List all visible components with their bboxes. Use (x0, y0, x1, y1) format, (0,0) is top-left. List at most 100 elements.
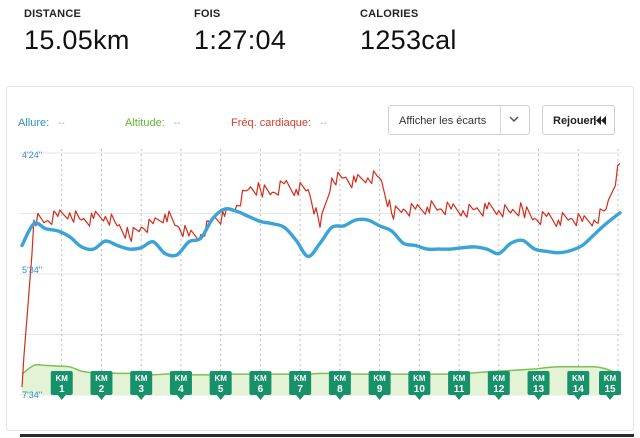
y-tick-label: 7'34'' (22, 390, 43, 400)
km-marker-pointer (375, 395, 384, 400)
legend-heart-rate-label: Fréq. cardiaque: (231, 117, 312, 129)
km-marker-badge (599, 371, 621, 395)
legend-altitude[interactable]: Altitude: -- (125, 117, 180, 129)
legend-altitude-value: -- (173, 118, 181, 129)
km-marker-number: 10 (414, 384, 426, 395)
legend-heart-rate-value: -- (320, 118, 327, 129)
legend-pace-value: -- (58, 118, 65, 129)
km-marker-prefix: KM (254, 374, 267, 383)
km-marker-number: 11 (454, 384, 465, 395)
run-chart[interactable]: KM1KM2KM3KM4KM5KM6KM7KM8KM9KM10KM11KM12K… (20, 149, 622, 405)
replay-button[interactable]: Rejouer (542, 105, 615, 135)
km-marker[interactable]: KM9 (368, 371, 391, 400)
km-marker-pointer (574, 395, 583, 400)
km-marker[interactable]: KM5 (209, 371, 232, 400)
km-marker[interactable]: KM8 (328, 371, 351, 400)
legend-pace-label: Allure: (18, 117, 50, 129)
km-marker-pointer (494, 395, 503, 400)
stat-distance-label: DISTANCE (24, 8, 82, 20)
km-marker-number: 3 (138, 384, 144, 395)
km-marker-badge (328, 371, 351, 395)
km-marker-prefix: KM (572, 374, 585, 383)
km-marker-prefix: KM (214, 374, 227, 383)
stat-time-label: FOIS (194, 8, 221, 20)
run-summary: DISTANCE 15.05km FOIS 1:27:04 CALORIES 1… (0, 0, 640, 64)
km-marker[interactable]: KM3 (130, 371, 153, 400)
km-marker-number: 6 (258, 384, 264, 395)
legend-heart-rate[interactable]: Fréq. cardiaque: -- (231, 117, 327, 129)
legend-altitude-label: Altitude: (125, 117, 165, 129)
km-marker-badge (567, 371, 590, 395)
km-marker-badge (408, 371, 431, 395)
y-tick-label: 4'24'' (22, 150, 43, 160)
km-marker[interactable]: KM1 (50, 371, 73, 400)
km-marker-prefix: KM (294, 374, 307, 383)
stat-time-value: 1:27:04 (194, 25, 287, 55)
km-marker-number: 14 (573, 384, 585, 395)
show-splits-select[interactable]: Afficher les écarts (388, 105, 530, 135)
legend-pace[interactable]: Allure: -- (18, 117, 65, 129)
pace-line (20, 207, 622, 259)
km-marker-prefix: KM (493, 374, 506, 383)
km-marker-badge (130, 371, 153, 395)
km-marker-prefix: KM (56, 374, 69, 383)
heart-rate-line (21, 162, 621, 388)
stat-distance: DISTANCE 15.05km (24, 8, 130, 56)
km-marker-prefix: KM (334, 374, 347, 383)
km-marker-badge (487, 371, 510, 395)
stat-distance-value: 15.05km (24, 25, 130, 55)
km-marker-number: 5 (218, 384, 224, 395)
km-marker-badge (527, 371, 550, 395)
km-marker-badge (368, 371, 391, 395)
km-marker-pointer (335, 395, 344, 400)
pace-layer (20, 207, 622, 259)
km-marker-badge (289, 371, 312, 395)
chevron-down-icon[interactable] (508, 113, 520, 125)
show-splits-select-value: Afficher les écarts (399, 115, 487, 127)
replay-button-label: Rejouer (553, 115, 594, 127)
select-divider (500, 106, 501, 134)
km-marker-number: 15 (604, 384, 616, 395)
km-marker-prefix: KM (532, 374, 545, 383)
km-marker-number: 2 (99, 384, 105, 395)
km-marker-number: 13 (533, 384, 545, 395)
km-marker-prefix: KM (373, 374, 386, 383)
km-marker-badge (50, 371, 73, 395)
km-marker-badge (448, 371, 471, 395)
km-marker-prefix: KM (135, 374, 148, 383)
km-marker[interactable]: KM4 (169, 371, 192, 400)
km-marker-badge (249, 371, 272, 395)
km-marker-pointer (176, 395, 185, 400)
km-marker-pointer (606, 395, 614, 400)
km-markers[interactable]: KM1KM2KM3KM4KM5KM6KM7KM8KM9KM10KM11KM12K… (50, 371, 621, 400)
km-marker-pointer (534, 395, 543, 400)
altitude-line (21, 363, 621, 376)
rewind-icon (594, 116, 606, 125)
km-marker-badge (169, 371, 192, 395)
stat-time: FOIS 1:27:04 (194, 8, 286, 56)
km-marker-pointer (216, 395, 225, 400)
km-marker-prefix: KM (604, 374, 617, 383)
bottom-divider (20, 434, 634, 437)
km-marker[interactable]: KM2 (90, 371, 113, 400)
km-marker-number: 4 (178, 384, 184, 395)
km-marker-prefix: KM (453, 374, 466, 383)
chart-grid-vertical (61, 149, 619, 395)
km-marker-badge (209, 371, 232, 395)
km-marker-badge (90, 371, 113, 395)
km-marker-prefix: KM (175, 374, 188, 383)
km-marker-pointer (415, 395, 424, 400)
km-marker[interactable]: KM6 (249, 371, 272, 400)
km-marker-pointer (455, 395, 464, 400)
km-marker[interactable]: KM7 (289, 371, 312, 400)
stat-calories: CALORIES 1253cal (360, 8, 457, 56)
chart-toolbar: Allure: -- Altitude: -- Fréq. cardiaque: --… (7, 87, 633, 149)
km-marker-pointer (57, 395, 66, 400)
km-marker-number: 8 (337, 384, 343, 395)
